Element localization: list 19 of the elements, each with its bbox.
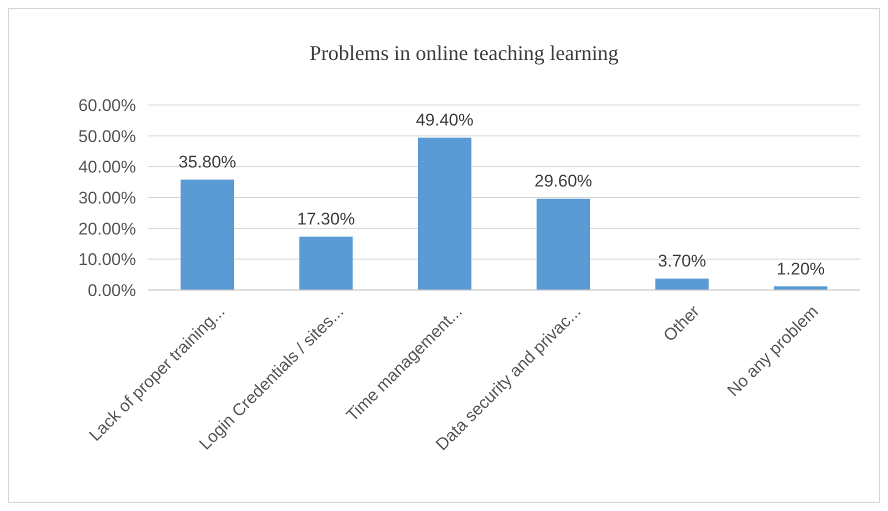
data-label: 1.20% (776, 259, 825, 278)
bar (180, 180, 234, 290)
bar (299, 236, 353, 290)
y-tick-label: 0.00% (88, 280, 136, 300)
y-tick-label: 40.00% (78, 158, 136, 177)
data-label: 29.60% (534, 172, 592, 191)
data-label: 35.80% (178, 152, 236, 172)
y-tick-label: 20.00% (78, 219, 136, 238)
y-tick-label: 50.00% (78, 126, 136, 146)
data-label: 3.70% (658, 252, 706, 271)
y-tick-label: 60.00% (78, 96, 136, 115)
bar (536, 198, 590, 290)
data-label: 49.40% (416, 110, 474, 130)
y-tick-label: 10.00% (78, 250, 136, 270)
data-label: 17.30% (297, 210, 355, 229)
chart-title: Problems in online teaching learning (309, 41, 620, 65)
y-tick-label: 30.00% (78, 188, 136, 208)
bar (418, 138, 472, 290)
bar (655, 278, 709, 290)
